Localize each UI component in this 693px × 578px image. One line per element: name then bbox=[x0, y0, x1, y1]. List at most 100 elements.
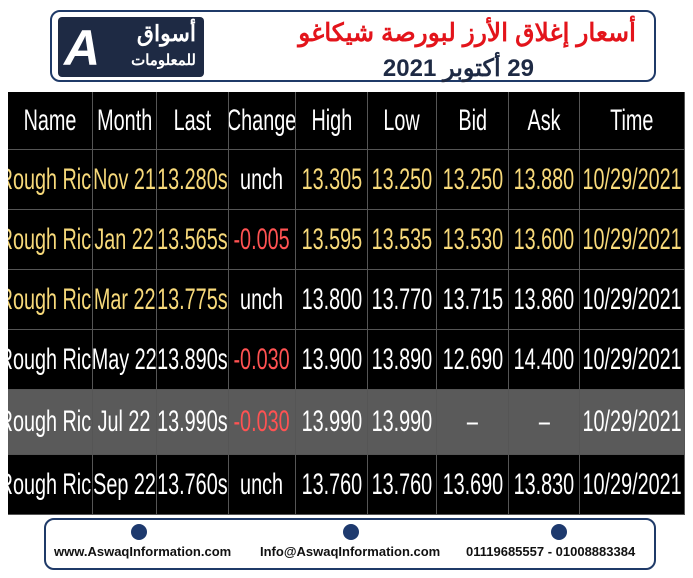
table-cell: Jul 22 bbox=[93, 390, 157, 455]
table-cell-text: 10/29/2021 bbox=[582, 222, 682, 256]
table-cell: unch bbox=[229, 270, 296, 330]
table-cell: 13.535 bbox=[368, 210, 437, 270]
table-cell-text: 13.860 bbox=[513, 282, 575, 316]
column-header: Last bbox=[157, 92, 229, 150]
table-cell-text: 10/29/2021 bbox=[582, 342, 682, 376]
table-cell-text: 13.595 bbox=[301, 222, 362, 256]
column-header: Name bbox=[8, 92, 93, 150]
table-cell: 13.880 bbox=[509, 150, 580, 210]
table-cell-text: 13.770 bbox=[371, 282, 433, 316]
table-cell: 13.990 bbox=[296, 390, 368, 455]
table-cell: 13.775s bbox=[157, 270, 229, 330]
table-cell-text: 13.880 bbox=[513, 162, 575, 196]
table-cell: May 22 bbox=[93, 330, 157, 390]
table-cell-text: 13.800 bbox=[301, 282, 362, 316]
web-icon bbox=[131, 524, 147, 540]
table-cell: 13.250 bbox=[368, 150, 437, 210]
table-cell-text: Jul 22 bbox=[98, 405, 151, 438]
logo-bottom: للمعلومات bbox=[131, 52, 196, 69]
column-header-text: Last bbox=[173, 103, 212, 137]
table-cell-text: 13.890 bbox=[371, 342, 433, 376]
table-cell: Rough Rice bbox=[8, 150, 93, 210]
table-cell-text: 13.600 bbox=[513, 222, 575, 256]
table-cell-text: Rough Rice bbox=[8, 342, 92, 376]
table-cell-text: unch bbox=[240, 162, 284, 196]
table-cell: 13.800 bbox=[296, 270, 368, 330]
price-table: Name Month Last Change High Low Bid Ask Time Roug… bbox=[8, 92, 685, 515]
table-cell: 12.690 bbox=[437, 330, 509, 390]
table-cell: 13.830 bbox=[509, 455, 580, 515]
table-cell-text: -0.030 bbox=[233, 405, 291, 438]
table-cell: 13.565s bbox=[157, 210, 229, 270]
table-cell-text: Mar 22 bbox=[93, 282, 156, 316]
footer: www.AswaqInformation.com Info@AswaqInfor… bbox=[44, 518, 656, 570]
table-cell-text: 13.760 bbox=[371, 467, 433, 501]
table-cell-text: 13.280s bbox=[157, 162, 228, 196]
table-cell: 13.595 bbox=[296, 210, 368, 270]
column-header: Month bbox=[93, 92, 157, 150]
table-cell: 13.990s bbox=[157, 390, 229, 455]
table-cell-text: Nov 21 bbox=[93, 162, 156, 196]
column-header-text: Time bbox=[610, 103, 654, 137]
table-cell-text: Rough Rice bbox=[8, 162, 92, 196]
email: Info@AswaqInformation.com bbox=[260, 544, 441, 559]
email-icon bbox=[343, 524, 359, 540]
table-cell-text: 13.900 bbox=[301, 342, 362, 376]
table-cell-text: Rough Rice bbox=[8, 405, 92, 438]
table-cell-text: 14.400 bbox=[513, 342, 575, 376]
table-cell-text: Rough Rice bbox=[8, 222, 92, 256]
table-cell-text: Sep 22 bbox=[93, 467, 156, 501]
table-cell-text: 10/29/2021 bbox=[582, 467, 682, 501]
table-cell-text: Rough Rice bbox=[8, 467, 92, 501]
column-header: Low bbox=[368, 92, 437, 150]
table-cell: Sep 22 bbox=[93, 455, 157, 515]
table-cell: 13.760 bbox=[368, 455, 437, 515]
table-cell: Nov 21 bbox=[93, 150, 157, 210]
table-cell: -0.030 bbox=[229, 390, 296, 455]
table-cell: 13.760 bbox=[296, 455, 368, 515]
table-cell-text: Jan 22 bbox=[94, 222, 155, 256]
table-cell-text: 13.250 bbox=[371, 162, 433, 196]
table-cell-text: Rough Rice bbox=[8, 282, 92, 316]
table-cell-text: 13.305 bbox=[301, 162, 362, 196]
table-cell: unch bbox=[229, 455, 296, 515]
column-header-text: Name bbox=[23, 103, 77, 137]
table-cell-text: 13.760s bbox=[157, 467, 228, 501]
table-cell: Rough Rice bbox=[8, 270, 93, 330]
header: A أسواق للمعلومات أسعار إغلاق الأرز لبور… bbox=[50, 10, 656, 82]
date: 29 أكتوبر 2021 bbox=[382, 55, 534, 82]
table-cell: 13.305 bbox=[296, 150, 368, 210]
table-cell: 10/29/2021 bbox=[580, 455, 685, 515]
table-cell: 13.760s bbox=[157, 455, 229, 515]
table-cell: 14.400 bbox=[509, 330, 580, 390]
table-cell: Rough Rice bbox=[8, 455, 93, 515]
column-header: High bbox=[296, 92, 368, 150]
logo: A أسواق للمعلومات bbox=[58, 17, 204, 77]
table-cell-text: – bbox=[538, 405, 550, 438]
table-cell: 10/29/2021 bbox=[580, 210, 685, 270]
table-cell: unch bbox=[229, 150, 296, 210]
title: أسعار إغلاق الأرز لبورصة شيكاغو bbox=[298, 19, 636, 47]
table-cell-text: 13.990s bbox=[157, 405, 228, 438]
table-cell: Rough Rice bbox=[8, 330, 93, 390]
table-cell: 13.530 bbox=[437, 210, 509, 270]
table-cell: Mar 22 bbox=[93, 270, 157, 330]
table-cell-text: 13.775s bbox=[157, 282, 228, 316]
table-cell: 13.280s bbox=[157, 150, 229, 210]
table-cell-text: -0.030 bbox=[233, 342, 291, 376]
column-header-text: Low bbox=[383, 103, 421, 137]
table-cell: 13.715 bbox=[437, 270, 509, 330]
table-cell: 13.600 bbox=[509, 210, 580, 270]
table-cell-text: 10/29/2021 bbox=[582, 282, 682, 316]
table-cell: 10/29/2021 bbox=[580, 330, 685, 390]
table-cell-text: 13.990 bbox=[371, 405, 433, 438]
table-cell: 10/29/2021 bbox=[580, 390, 685, 455]
table-cell-text: 13.565s bbox=[157, 222, 228, 256]
table-cell: -0.030 bbox=[229, 330, 296, 390]
column-header: Ask bbox=[509, 92, 580, 150]
table-cell: Jan 22 bbox=[93, 210, 157, 270]
table-cell-text: May 22 bbox=[93, 342, 157, 376]
logo-top: أسواق bbox=[136, 21, 196, 46]
column-header: Time bbox=[580, 92, 685, 150]
